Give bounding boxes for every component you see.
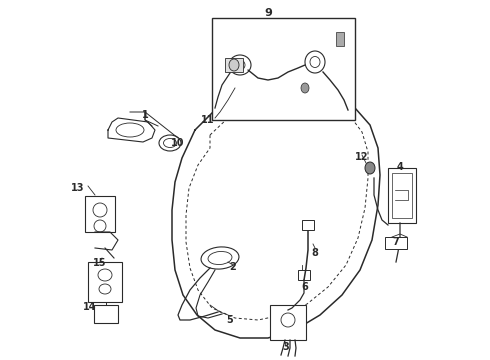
Bar [225, 58, 243, 72]
Bar [385, 237, 407, 249]
Ellipse shape [159, 135, 181, 151]
Ellipse shape [229, 59, 239, 71]
Bar [212, 18, 355, 120]
Text: 12: 12 [355, 152, 369, 162]
Polygon shape [108, 118, 155, 142]
Text: 9: 9 [264, 8, 272, 18]
Text: 14: 14 [83, 302, 97, 312]
Ellipse shape [365, 162, 375, 174]
Bar [336, 32, 344, 46]
Bar [270, 305, 306, 340]
Text: 15: 15 [93, 258, 107, 268]
Text: 10: 10 [171, 138, 185, 148]
Text: 5: 5 [227, 315, 233, 325]
Text: 2: 2 [230, 262, 236, 272]
Text: 7: 7 [392, 237, 399, 247]
Bar [298, 270, 310, 280]
Text: 1: 1 [142, 110, 148, 120]
Text: 6: 6 [302, 282, 308, 292]
Bar [302, 220, 314, 230]
Bar [85, 196, 115, 232]
Bar [388, 168, 416, 223]
Text: 4: 4 [396, 162, 403, 172]
Bar [88, 262, 122, 302]
Text: 11: 11 [201, 115, 215, 125]
Text: 8: 8 [312, 248, 318, 258]
Ellipse shape [201, 247, 239, 269]
Text: 13: 13 [71, 183, 85, 193]
Ellipse shape [301, 83, 309, 93]
Text: 3: 3 [283, 342, 290, 352]
Bar [392, 173, 412, 218]
Bar [94, 305, 118, 323]
